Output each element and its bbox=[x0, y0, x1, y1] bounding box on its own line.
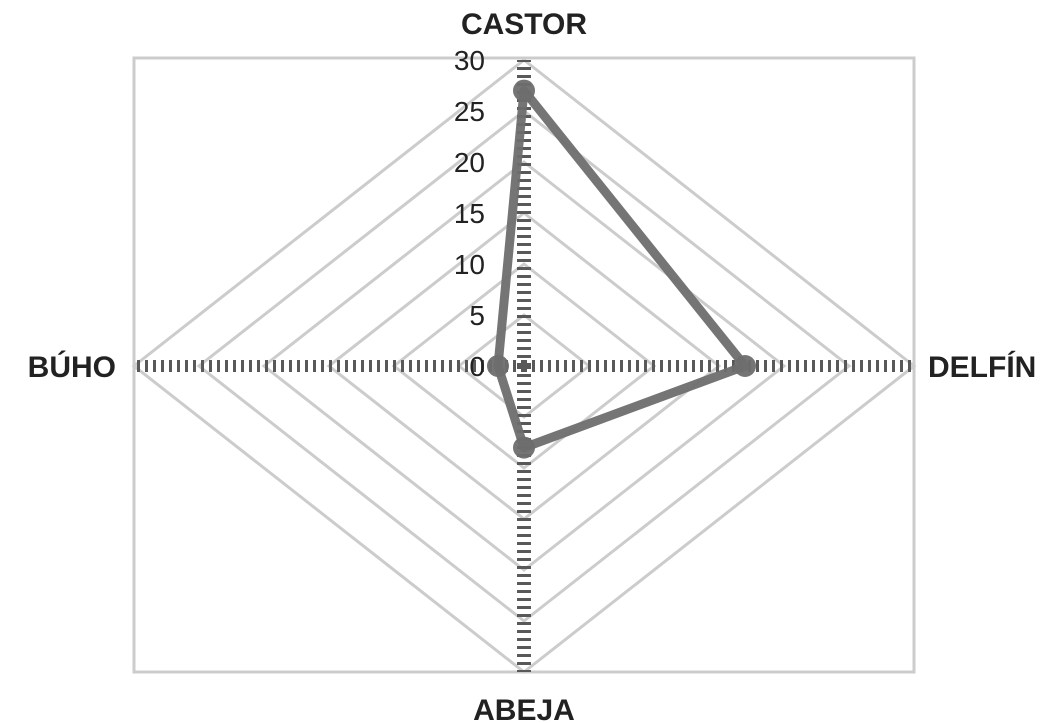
data-point-delfín bbox=[734, 355, 756, 377]
category-label-castor: CASTOR bbox=[461, 8, 587, 41]
data-point-castor bbox=[513, 79, 535, 102]
grid-ring bbox=[196, 109, 852, 623]
data-point-abeja bbox=[513, 436, 535, 459]
category-label-delfín: DELFÍN bbox=[928, 350, 1036, 384]
radial-tick-labels: 0 5 10 15 20 25 30 bbox=[454, 45, 485, 382]
grid-rings bbox=[131, 58, 917, 674]
tick-label: 0 bbox=[469, 351, 485, 382]
grid-ring bbox=[261, 160, 787, 572]
category-labels: CASTOR DELFÍN ABEJA BÚHO bbox=[28, 8, 1037, 723]
axes bbox=[134, 60, 914, 672]
tick-label: 25 bbox=[454, 96, 485, 127]
grid-ring bbox=[391, 262, 657, 470]
tick-label: 5 bbox=[469, 300, 485, 331]
series-line bbox=[493, 86, 750, 453]
series-layer bbox=[487, 79, 756, 459]
data-point-búho bbox=[487, 355, 509, 377]
category-label-abeja: ABEJA bbox=[473, 694, 575, 723]
tick-label: 20 bbox=[454, 147, 485, 178]
category-label-búho: BÚHO bbox=[28, 350, 116, 384]
tick-label: 15 bbox=[454, 198, 485, 229]
tick-label: 10 bbox=[454, 249, 485, 280]
tick-label: 30 bbox=[454, 45, 485, 76]
